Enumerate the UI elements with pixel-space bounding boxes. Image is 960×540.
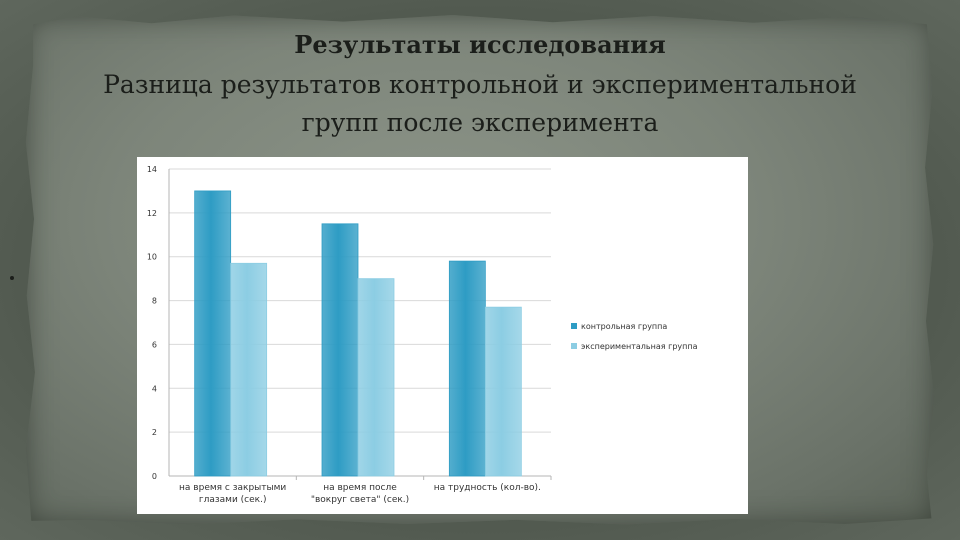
bar-chart: 0 2 4 6 8 10 12 14 на время с закрытыми глазами (… — [147, 165, 698, 505]
legend-label-0: контрольная группа — [581, 322, 667, 331]
bar-experimental-1 — [357, 278, 395, 477]
legend-swatch-0 — [571, 323, 577, 329]
x-category-label-1-1: "вокруг света" (сек.) — [311, 495, 409, 505]
y-tick-label-6: 6 — [152, 340, 157, 349]
bar-experimental-0 — [230, 262, 268, 477]
chart-container: 0 2 4 6 8 10 12 14 на время с закрытыми глазами (… — [137, 157, 748, 514]
y-tick-label-14: 14 — [147, 165, 157, 174]
bar-control-2 — [448, 260, 486, 477]
slide-subtitle-line-2: групп после эксперимента — [301, 108, 659, 137]
bar-control-0 — [194, 190, 232, 477]
bar-control-1 — [321, 223, 359, 477]
x-category-label-1-0: на время после — [323, 483, 397, 493]
x-category-label-0-0: на время с закрытыми — [179, 483, 286, 493]
y-tick-label-4: 4 — [152, 384, 157, 393]
slide-title: Результаты исследования — [294, 30, 666, 59]
legend-label-1: экспериментальная группа — [581, 342, 698, 351]
x-category-label-2-0: на трудность (кол-во). — [434, 483, 541, 493]
x-category-label-0-1: глазами (сек.) — [199, 495, 267, 505]
bar-experimental-2 — [484, 306, 522, 477]
y-tick-label-12: 12 — [147, 209, 157, 218]
y-tick-label-10: 10 — [147, 253, 157, 262]
y-tick-label-0: 0 — [152, 472, 157, 481]
slide-subtitle-line-1: Разница результатов контрольной и экспер… — [103, 70, 857, 99]
legend-swatch-1 — [571, 343, 577, 349]
y-tick-label-2: 2 — [152, 428, 157, 437]
y-tick-label-8: 8 — [152, 297, 157, 306]
bullet-dot — [10, 276, 14, 280]
